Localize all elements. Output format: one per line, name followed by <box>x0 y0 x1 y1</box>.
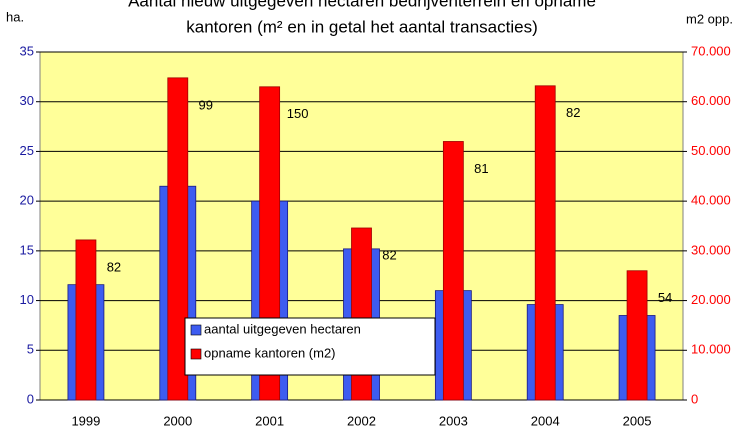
x-tick-label: 2004 <box>531 413 560 428</box>
y2-tick-label: 40.000 <box>691 193 731 208</box>
y2-tick-label: 0 <box>691 391 698 406</box>
y-tick-label: 0 <box>27 391 34 406</box>
x-tick-label: 2001 <box>255 413 284 428</box>
chart-title: kantoren (m² en in getal het aantal tran… <box>186 17 538 36</box>
annotation: 82 <box>566 105 580 120</box>
bar <box>626 270 648 401</box>
chart-title: Aantal nieuw uitgegeven hectaren bedrijv… <box>128 0 596 10</box>
x-tick-label: 1999 <box>71 413 100 428</box>
x-tick-label: 2002 <box>347 413 376 428</box>
bar <box>75 239 97 401</box>
annotation: 99 <box>199 97 213 112</box>
y2-tick-label: 20.000 <box>691 292 731 307</box>
legend-swatch <box>190 324 202 336</box>
annotation: 150 <box>287 106 309 121</box>
y-axis-label: ha. <box>6 9 24 24</box>
y2-tick-label: 50.000 <box>691 143 731 158</box>
x-tick-label: 2005 <box>623 413 652 428</box>
x-tick-label: 2000 <box>163 413 192 428</box>
legend-label: aantal uitgegeven hectaren <box>204 321 361 336</box>
annotation: 81 <box>474 161 488 176</box>
y2-tick-label: 10.000 <box>691 342 731 357</box>
bar <box>167 77 189 401</box>
y-tick-label: 10 <box>20 292 34 307</box>
legend-swatch <box>190 348 202 360</box>
legend-label: opname kantoren (m2) <box>204 345 336 360</box>
annotation: 82 <box>382 247 396 262</box>
x-tick-label: 2003 <box>439 413 468 428</box>
y-tick-label: 35 <box>20 43 34 58</box>
y2-tick-label: 70.000 <box>691 43 731 58</box>
bar <box>534 85 556 401</box>
annotation: 82 <box>107 259 121 274</box>
legend: aantal uitgegeven hectaren opname kantore… <box>184 317 436 376</box>
y-tick-label: 15 <box>20 242 34 257</box>
legend-box <box>184 317 436 376</box>
y-tick-label: 5 <box>27 342 34 357</box>
bar <box>442 141 464 401</box>
y-tick-label: 25 <box>20 143 34 158</box>
y-tick-label: 30 <box>20 93 34 108</box>
y2-tick-label: 30.000 <box>691 242 731 257</box>
y2-axis-label: m2 opp. <box>686 11 733 26</box>
annotation: 54 <box>658 290 672 305</box>
y-tick-label: 20 <box>20 193 34 208</box>
y2-tick-label: 60.000 <box>691 93 731 108</box>
